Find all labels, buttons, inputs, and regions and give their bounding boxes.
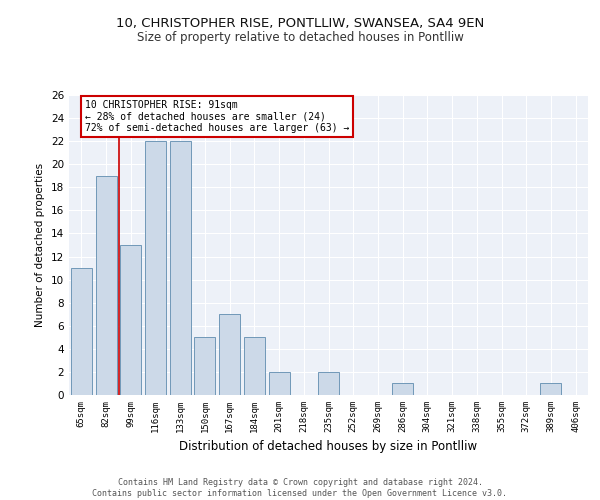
Bar xyxy=(145,141,166,395)
Text: 10, CHRISTOPHER RISE, PONTLLIW, SWANSEA, SA4 9EN: 10, CHRISTOPHER RISE, PONTLLIW, SWANSEA,… xyxy=(116,18,484,30)
Bar xyxy=(219,314,240,395)
Text: Contains HM Land Registry data © Crown copyright and database right 2024.
Contai: Contains HM Land Registry data © Crown c… xyxy=(92,478,508,498)
Bar xyxy=(269,372,290,395)
Text: 10 CHRISTOPHER RISE: 91sqm
← 28% of detached houses are smaller (24)
72% of semi: 10 CHRISTOPHER RISE: 91sqm ← 28% of deta… xyxy=(85,100,349,132)
Bar xyxy=(95,176,116,395)
Bar xyxy=(120,245,141,395)
Bar xyxy=(71,268,92,395)
Text: Size of property relative to detached houses in Pontlliw: Size of property relative to detached ho… xyxy=(137,31,463,44)
Bar xyxy=(194,338,215,395)
Bar xyxy=(244,338,265,395)
Bar xyxy=(170,141,191,395)
Bar xyxy=(318,372,339,395)
X-axis label: Distribution of detached houses by size in Pontlliw: Distribution of detached houses by size … xyxy=(179,440,478,454)
Y-axis label: Number of detached properties: Number of detached properties xyxy=(35,163,46,327)
Bar xyxy=(392,384,413,395)
Bar xyxy=(541,384,562,395)
